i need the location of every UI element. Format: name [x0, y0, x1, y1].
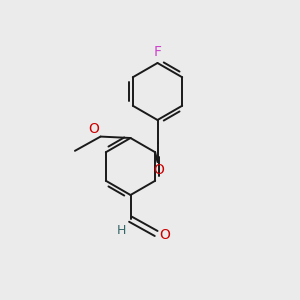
Text: F: F — [154, 45, 161, 59]
Text: H: H — [117, 224, 126, 237]
Text: O: O — [88, 122, 99, 136]
Text: O: O — [160, 228, 171, 242]
Text: O: O — [153, 163, 164, 177]
